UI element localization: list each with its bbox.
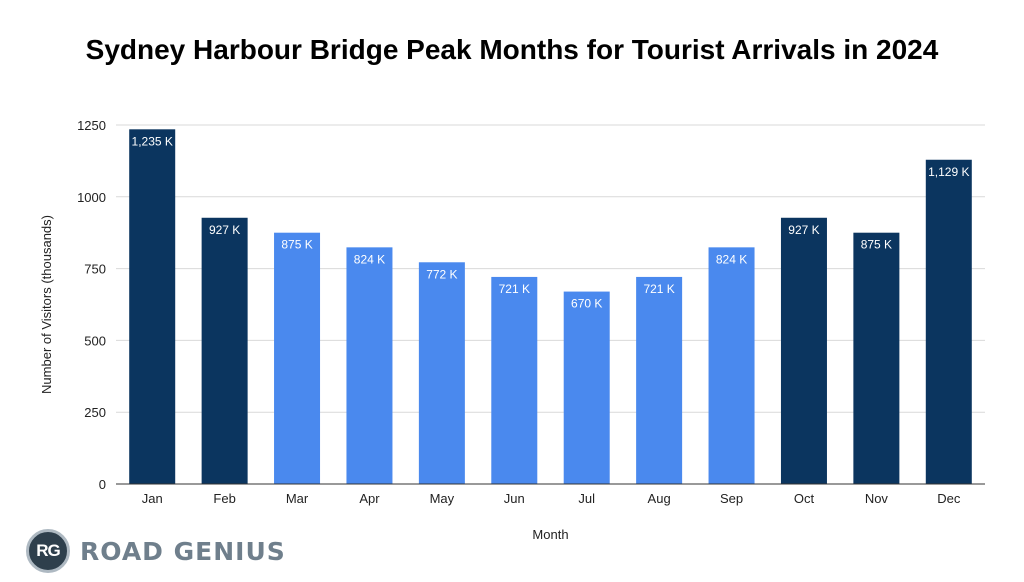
bar [201,217,248,484]
bars [129,129,972,485]
y-tick-label: 0 [99,477,106,492]
x-tick-label: May [430,491,455,506]
data-label: 824 K [354,252,385,266]
data-label: 670 K [571,297,602,311]
x-axis-label: Month [532,527,568,542]
x-tick-label: Apr [359,491,380,506]
y-tick-label: 750 [84,262,106,277]
data-label: 824 K [716,252,747,266]
x-axis-ticks: Jan Feb Mar Apr May Jun Jul Aug Sep Oct Nov Dec [142,491,961,506]
x-tick-label: Mar [286,491,309,506]
data-label: 927 K [209,223,240,237]
x-tick-label: Nov [865,491,889,506]
data-labels: 1,235 K 927 K 875 K 824 K 772 K 721 K 670 K 721… [132,134,970,310]
x-tick-label: Oct [794,491,815,506]
x-tick-label: Dec [937,491,961,506]
x-tick-label: Feb [213,491,235,506]
y-axis-ticks: 0 250 500 750 1000 1250 [77,118,106,492]
x-tick-label: Sep [720,491,743,506]
data-label: 1,235 K [132,134,173,148]
data-label: 721 K [643,282,674,296]
data-label: 927 K [788,223,819,237]
bar [636,276,683,484]
road-genius-logo: RG ROAD GENIUS [26,528,286,574]
x-tick-label: Aug [648,491,671,506]
data-label: 875 K [281,238,312,252]
chart-title: Sydney Harbour Bridge Peak Months for To… [85,34,939,65]
data-label: 1,129 K [928,165,969,179]
y-tick-label: 250 [84,405,106,420]
y-tick-label: 1000 [77,190,106,205]
bar [491,276,538,484]
bar [346,247,393,484]
bar [708,247,755,484]
x-tick-label: Jan [142,491,163,506]
bar [563,291,610,484]
data-label: 721 K [499,282,530,296]
data-label: 772 K [426,267,457,281]
data-label: 875 K [861,238,892,252]
bar [780,217,827,484]
bar [418,262,465,484]
gridlines [116,124,985,413]
bar [925,159,972,484]
x-tick-label: Jun [504,491,525,506]
y-axis-label: Number of Visitors (thousands) [39,215,54,394]
bar [853,232,900,484]
logo-text: ROAD GENIUS [80,536,286,566]
logo-badge-icon: RG [26,529,70,573]
bar [274,232,321,484]
y-tick-label: 500 [84,333,106,348]
bar [129,129,176,485]
x-tick-label: Jul [578,491,595,506]
y-tick-label: 1250 [77,118,106,133]
